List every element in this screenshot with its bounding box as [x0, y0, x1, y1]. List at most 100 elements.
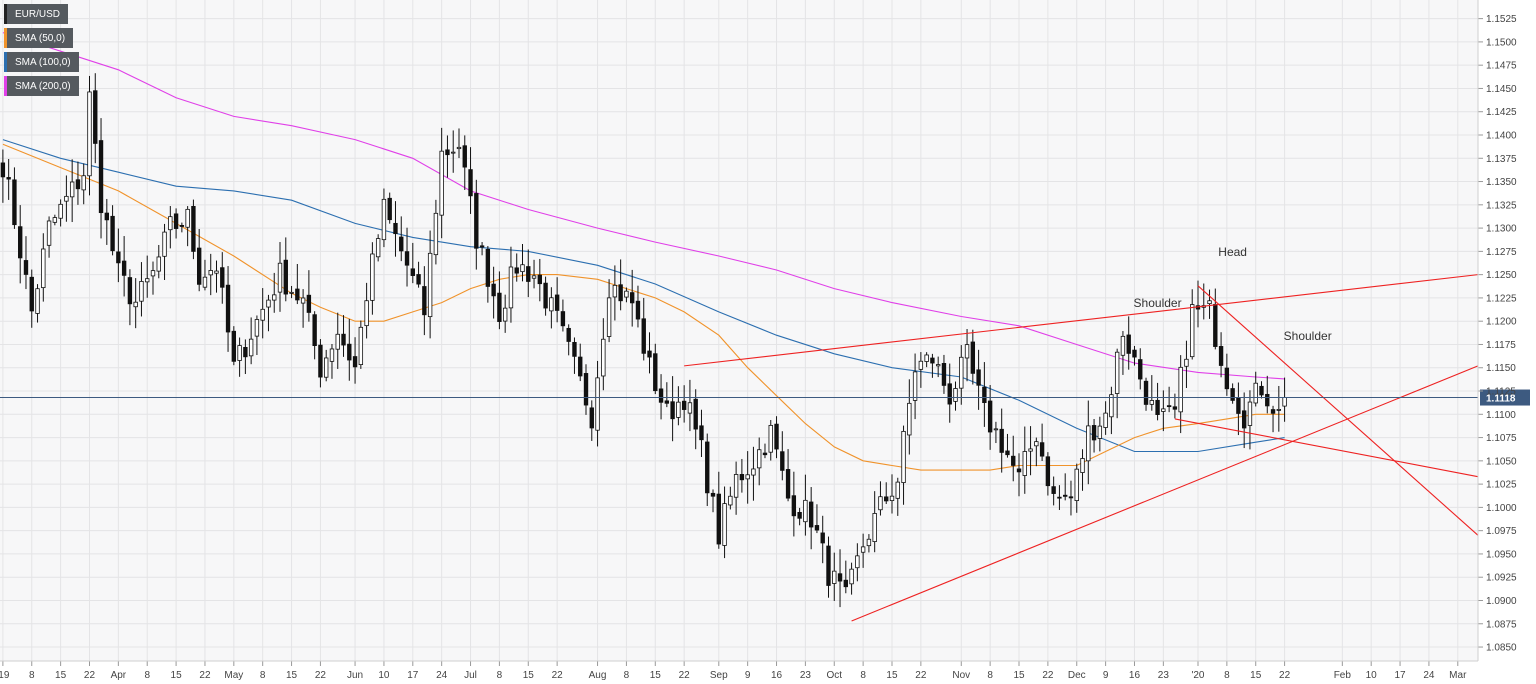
- candle-body: [878, 496, 883, 511]
- candle-body: [387, 197, 392, 221]
- candle-body: [837, 573, 843, 582]
- y-tick-label: 1.1450: [1486, 84, 1517, 95]
- legend-swatch: [4, 4, 7, 24]
- candle-body: [358, 326, 364, 366]
- candle-body: [855, 555, 860, 569]
- candle-body: [1016, 468, 1022, 473]
- grid: [0, 0, 1478, 661]
- y-tick-label: 1.1150: [1486, 363, 1516, 374]
- candle-body: [462, 145, 467, 168]
- candle-body: [173, 213, 179, 229]
- x-tick-label: 22: [552, 670, 564, 681]
- candle-body: [1022, 451, 1027, 476]
- x-tick-label: 15: [286, 670, 298, 681]
- candle-body: [277, 262, 283, 293]
- y-tick-label: 1.1425: [1486, 107, 1517, 118]
- y-tick-label: 1.1525: [1486, 14, 1517, 25]
- x-tick-label: 22: [1279, 670, 1291, 681]
- candle-body: [116, 251, 121, 264]
- candle-body: [1028, 448, 1033, 452]
- candle-body: [757, 449, 762, 469]
- candle-body: [335, 333, 340, 350]
- candle-body: [722, 503, 727, 546]
- candle-body: [1126, 334, 1131, 354]
- y-tick-label: 1.0875: [1486, 619, 1517, 630]
- candle-body: [1259, 385, 1264, 396]
- x-tick-label: Feb: [1334, 670, 1352, 681]
- trendline: [684, 274, 1479, 367]
- x-tick-label: '19: [0, 670, 10, 681]
- x-tick-label: 8: [29, 670, 35, 681]
- candle-body: [785, 469, 791, 499]
- trendline: [1174, 418, 1479, 478]
- y-tick-label: 1.1475: [1486, 61, 1517, 72]
- legend-symbol[interactable]: EUR/USD: [4, 4, 69, 24]
- x-tick-label: 22: [315, 670, 327, 681]
- candle-body: [1253, 382, 1258, 404]
- x-tick-label: 22: [84, 670, 96, 681]
- candle-body: [624, 290, 629, 298]
- candle-body: [1282, 397, 1287, 407]
- candle-body: [312, 314, 317, 347]
- candle-body: [1005, 450, 1010, 456]
- x-tick-label: 17: [1394, 670, 1406, 681]
- legend-swatch: [4, 52, 7, 72]
- x-axis: '19 8 15 22 Apr 8 15 22 May 8 15 22 Jun 10 17 24 Jul 8 15 2…: [0, 661, 1467, 681]
- candle-body: [81, 175, 86, 191]
- x-tick-label: Mar: [1449, 670, 1467, 681]
- candle-body: [1143, 380, 1149, 405]
- candle-body: [578, 356, 583, 377]
- candle-body: [808, 501, 814, 528]
- candle-body: [780, 451, 785, 471]
- candle-body: [1190, 304, 1195, 358]
- candle-body: [1270, 409, 1276, 414]
- candle-body: [774, 423, 779, 450]
- x-tick-label: Aug: [589, 670, 607, 681]
- candle-body: [1184, 358, 1189, 367]
- legend-sma100[interactable]: SMA (100,0): [4, 52, 79, 72]
- legend-sma50-label: SMA (50,0): [15, 32, 66, 44]
- candle-body: [705, 441, 710, 494]
- x-tick-label: Nov: [952, 670, 970, 681]
- candle-body: [1051, 486, 1056, 494]
- candle-body: [670, 401, 675, 420]
- x-tick-label: Jun: [347, 670, 363, 681]
- candle-body: [676, 401, 681, 418]
- price-label: 1.1118: [1480, 389, 1530, 406]
- y-axis: 1.1525 1.1500 1.1475 1.1450 1.1425 1.1400 1.13…: [1478, 14, 1517, 654]
- candle-body: [699, 425, 704, 441]
- candle-body: [283, 259, 288, 295]
- y-tick-label: 1.1500: [1486, 37, 1517, 48]
- candle-body: [0, 162, 6, 178]
- candle-body: [964, 344, 970, 359]
- legend-sma200[interactable]: SMA (200,0): [4, 76, 79, 96]
- x-tick-label: 17: [407, 670, 419, 681]
- legend-sma50[interactable]: SMA (50,0): [4, 28, 74, 48]
- annotations: Shoulder Head Shoulder: [1134, 245, 1332, 343]
- candle-body: [987, 400, 993, 433]
- candle-body: [959, 356, 964, 389]
- candle-body: [185, 208, 190, 228]
- candle-body: [35, 288, 40, 314]
- candle-body: [133, 301, 138, 308]
- sma200-line: [2, 32, 1285, 380]
- candle-body: [1241, 410, 1247, 429]
- x-tick-label: 9: [1103, 670, 1109, 681]
- candle-body: [768, 424, 773, 453]
- candle-body: [1218, 346, 1224, 366]
- x-tick-label: 8: [260, 670, 266, 681]
- candle-body: [260, 308, 265, 321]
- candle-body: [1097, 425, 1103, 439]
- candle-body: [733, 474, 739, 498]
- candle-body: [1172, 406, 1178, 410]
- candle-body: [416, 274, 421, 285]
- candle-body: [884, 496, 889, 502]
- candle-body: [191, 206, 196, 252]
- candle-body: [606, 297, 612, 337]
- candle-body: [889, 495, 895, 502]
- candle-body: [404, 251, 410, 266]
- legend-sma200-label: SMA (200,0): [15, 80, 71, 92]
- y-tick-label: 1.0950: [1486, 549, 1517, 560]
- candle-body: [87, 91, 92, 177]
